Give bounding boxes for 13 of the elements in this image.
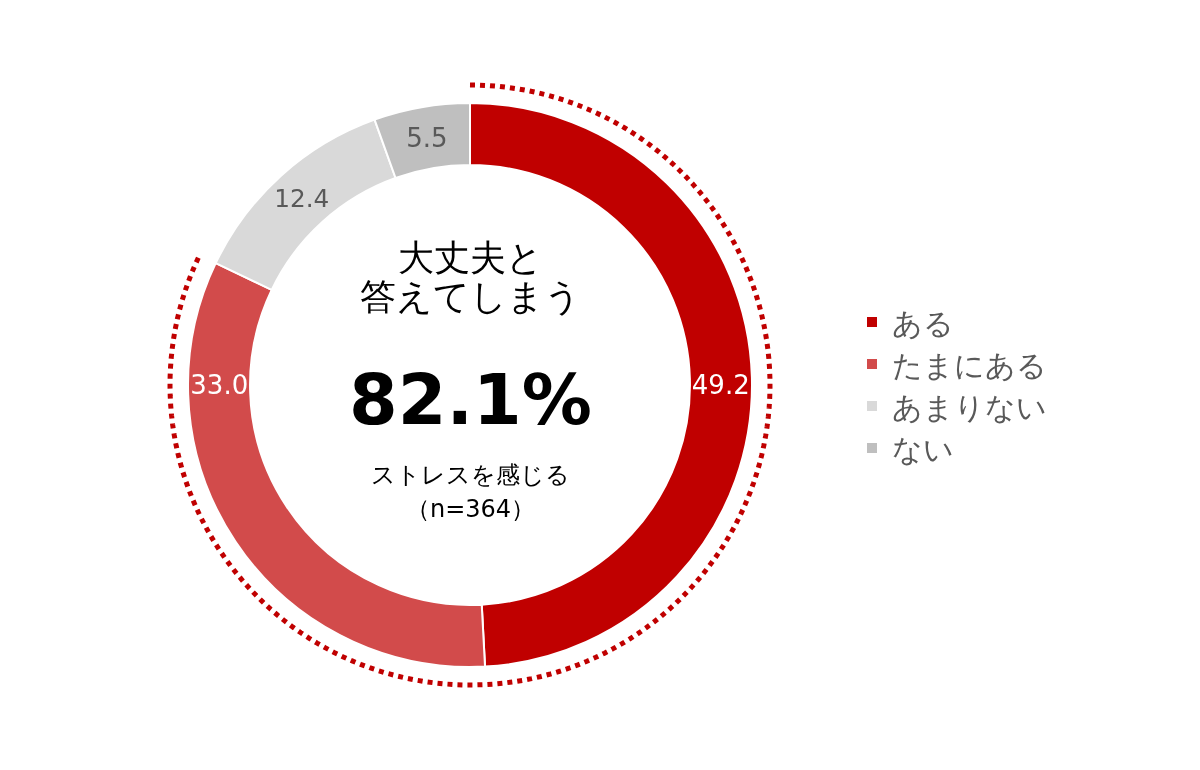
text: 82.1% — [349, 359, 592, 441]
legend-label: ない — [892, 431, 954, 467]
text: 大丈夫と — [398, 237, 543, 278]
text: ストレスを感じる — [371, 461, 570, 489]
text: （n=364） — [406, 495, 536, 523]
legend-label: ある — [892, 305, 954, 341]
legend-label: あまりない — [892, 389, 1047, 425]
data-label: 5.5 — [406, 122, 448, 153]
data-label: 33.0 — [190, 370, 249, 400]
legend-label: たまにある — [892, 347, 1047, 383]
data-label: 12.4 — [274, 184, 330, 214]
text: 答えてしまう — [360, 276, 581, 317]
data-label: 49.2 — [691, 370, 750, 400]
